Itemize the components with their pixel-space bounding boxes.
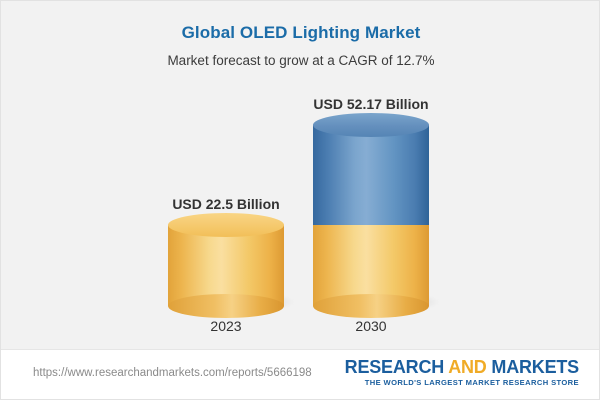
report-url[interactable]: https://www.researchandmarkets.com/repor… bbox=[33, 367, 312, 379]
category-label-2030: 2030 bbox=[355, 318, 387, 334]
logo-wordmark: RESEARCH AND MARKETS bbox=[344, 357, 580, 377]
cylinder-bottom-cap bbox=[313, 294, 429, 318]
logo-text-and: AND bbox=[448, 357, 487, 377]
logo-text-markets: MARKETS bbox=[486, 357, 579, 377]
category-label-2023: 2023 bbox=[210, 318, 242, 334]
chart-title: Global OLED Lighting Market bbox=[181, 23, 421, 42]
cylinder-top-cap bbox=[168, 213, 284, 237]
logo-text-research: RESEARCH bbox=[344, 357, 449, 377]
research-and-markets-logo[interactable]: RESEARCH AND MARKETS THE WORLD'S LARGEST… bbox=[344, 357, 580, 388]
value-label-2030: USD 52.17 Billion bbox=[313, 96, 429, 112]
footer-bar: https://www.researchandmarkets.com/repor… bbox=[1, 349, 599, 399]
cylinder-2023 bbox=[168, 213, 294, 318]
cylinder-top-cap bbox=[313, 113, 429, 137]
cylinder-segment-growth bbox=[313, 125, 429, 225]
cylinder-2030 bbox=[313, 113, 439, 318]
chart-subtitle: Market forecast to grow at a CAGR of 12.… bbox=[167, 53, 435, 68]
cylinder-segment-base bbox=[313, 225, 429, 306]
cylinder-bottom-cap bbox=[168, 294, 284, 318]
cylinder-segment-base bbox=[168, 225, 284, 306]
chart-plot-area: USD 22.5 Billion 2023 USD 52.17 Billion … bbox=[1, 1, 599, 351]
logo-tagline: THE WORLD'S LARGEST MARKET RESEARCH STOR… bbox=[364, 378, 579, 387]
value-label-2023: USD 22.5 Billion bbox=[172, 196, 280, 212]
